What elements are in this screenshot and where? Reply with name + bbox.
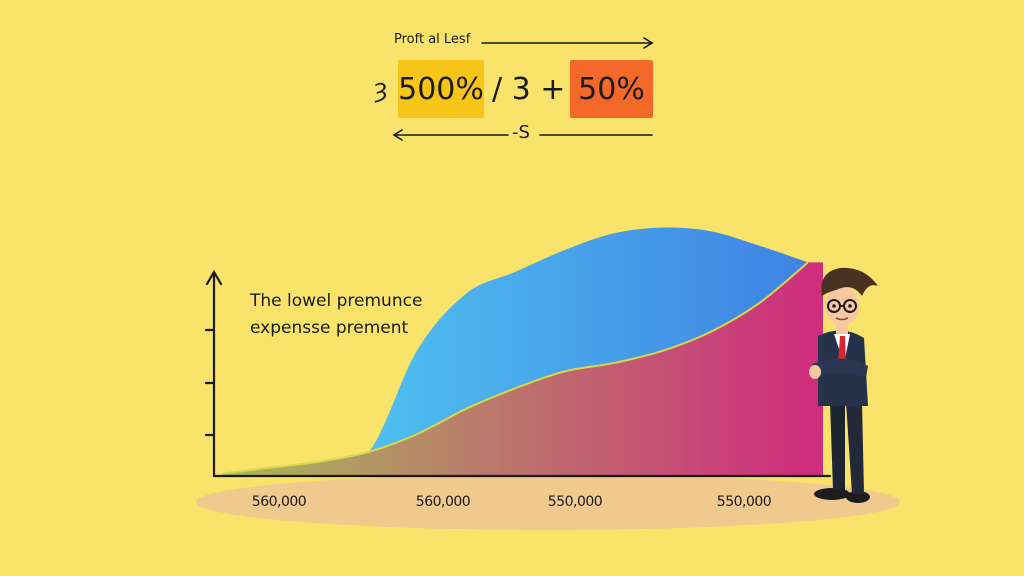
x-tick-label: 550,000 bbox=[547, 494, 603, 510]
annotation-line-1: The lowel premunce bbox=[250, 291, 423, 311]
chart-annotation: The lowel premunce expensse prement bbox=[250, 288, 422, 342]
header-arrows bbox=[392, 37, 654, 141]
lower-series-edge-line bbox=[221, 261, 809, 475]
left-arrow-icon bbox=[392, 129, 403, 141]
chart-axes bbox=[204, 269, 832, 478]
header-prefix-glyph: ȝ bbox=[374, 74, 388, 104]
x-tick-label: 560,000 bbox=[415, 494, 471, 510]
percentage-box-500: 500% bbox=[398, 60, 484, 118]
x-tick-label: 550,000 bbox=[716, 494, 772, 510]
annotation-line-2: expensse prement bbox=[250, 318, 409, 338]
right-arrow-icon bbox=[643, 37, 654, 49]
y-axis-arrow-icon bbox=[205, 269, 223, 286]
x-tick-label: 560,000 bbox=[251, 494, 307, 510]
header-top-label: Proft al Lesf bbox=[394, 32, 471, 47]
header-operator-text: / 3 + bbox=[492, 72, 566, 107]
businessman-icon bbox=[809, 267, 878, 503]
header-bottom-label: -S bbox=[512, 122, 530, 143]
ground-shadow bbox=[196, 474, 900, 530]
chart-area bbox=[221, 227, 823, 476]
lower-area-series bbox=[222, 262, 808, 476]
percentage-box-50: 50% bbox=[570, 60, 653, 118]
